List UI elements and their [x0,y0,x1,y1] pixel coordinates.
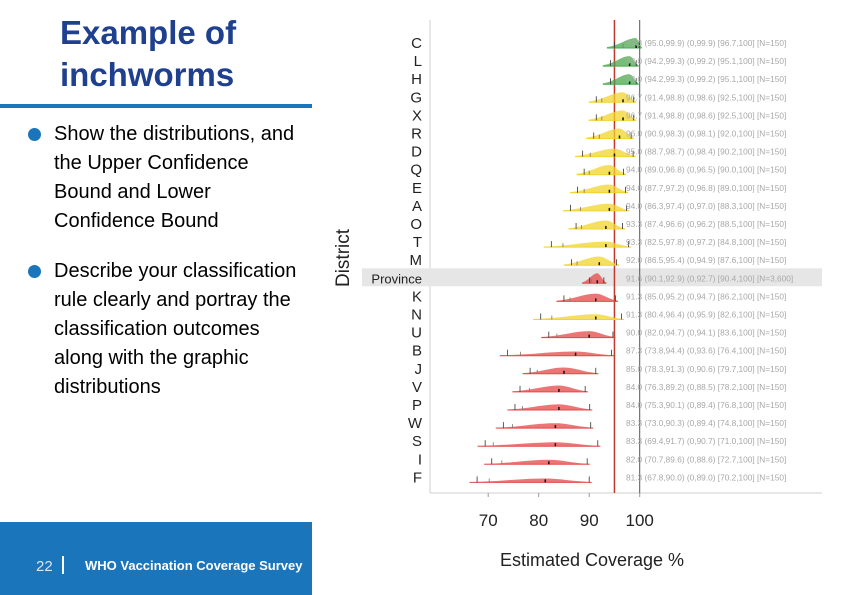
x-tick-label: 100 [626,511,654,530]
bullet-text: Show the distributions, and the Upper Co… [54,123,295,232]
row-estimate-text: 96.7 (91.4,98.8) (0,98.6) [92.5,100] [N=… [626,110,786,120]
district-label: Q [410,162,422,179]
inchworm-distribution [606,38,642,48]
district-label: B [412,343,422,360]
bullet-item: Show the distributions, and the Upper Co… [28,120,310,236]
row-estimate-text: 91.3 (85.0,95.2) (0,94.7) [86.2,100] [N=… [626,291,786,301]
inchworm-distribution [563,256,619,266]
inchworm-distribution [522,367,599,374]
row-estimate-text: 95.0 (88.7,98.7) (0,98.4) [90.2,100] [N=… [626,147,786,157]
x-tick-label: 80 [529,511,548,530]
footer-bar: 22 WHO Vaccination Coverage Survey [0,522,312,595]
row-estimate-text: 96.7 (91.4,98.8) (0,98.6) [92.5,100] [N=… [626,92,786,102]
row-estimate-text: 93.3 (82.5,97.8) (0,97.2) [84.8,100] [N=… [626,237,786,247]
district-label: D [411,144,422,161]
district-label: L [414,53,422,70]
district-label: H [411,71,422,88]
district-label: Province [371,271,422,286]
district-label: O [410,216,422,233]
row-estimate-text: 91.6 (90.1,92.9) (0,92.7) [90.4,100] [N=… [626,273,793,283]
inchworm-distribution [570,184,629,193]
inchworm-distribution [507,404,593,410]
slide-title: Example of inchworms [60,14,237,93]
inchworm-distribution [512,385,588,392]
row-estimate-text: 90.0 (82.0,94.7) (0,94.1) [83.6,100] [N=… [626,328,786,338]
district-label: K [412,288,422,305]
row-estimate-text: 99.3 (95.0,99.9) (0,99.9) [96.7,100] [N=… [626,38,786,48]
inchworm-distribution [484,459,590,465]
district-label: G [410,89,422,106]
district-label: T [413,234,422,251]
row-estimate-text: 94.0 (89.0,96.8) (0,96.5) [90.0,100] [N=… [626,165,786,175]
row-estimate-text: 98.0 (94.2,99.3) (0,99.2) [95.1,100] [N=… [626,56,786,66]
slide-number: 22 [36,558,53,575]
bullet-item: Describe your classification rule clearl… [28,257,310,402]
district-label: R [411,126,422,143]
district-label: C [411,35,422,52]
district-label: W [408,415,423,432]
x-tick-label: 90 [580,511,599,530]
row-estimate-text: 98.0 (94.2,99.3) (0,99.2) [95.1,100] [N=… [626,74,786,84]
x-tick-label: 70 [479,511,498,530]
row-estimate-text: 96.0 (90.9,98.3) (0,98.1) [92.0,100] [N=… [626,129,786,139]
row-estimate-text: 87.3 (73.8,94.4) (0,93.6) [76.4,100] [N=… [626,346,786,356]
footer-separator [62,556,64,574]
row-estimate-text: 94.0 (87.7,97.2) (0,96.8) [89.0,100] [N=… [626,183,786,193]
inchworm-distribution [586,128,634,139]
district-label: A [412,198,422,215]
inchworm-distribution [568,220,626,229]
row-estimate-text: 81.3 (67.8,90.0) (0,89.0) [70.2,100] [N=… [626,472,786,482]
title-divider [0,104,312,108]
inchworm-distribution [469,478,592,483]
district-label: F [413,469,422,486]
bullet-dot-icon [28,128,41,141]
row-estimate-text: 83.3 (73.0,90.3) (0,89.4) [74.8,100] [N=… [626,418,786,428]
district-label: X [412,107,422,124]
district-label: S [412,433,422,450]
inchworm-distribution [562,203,630,211]
inchworm-distribution [588,110,637,121]
inchworm-distribution [582,273,607,284]
bullet-dot-icon [28,265,41,278]
district-label: J [415,361,423,378]
district-label: U [411,325,422,342]
inchworm-distribution [499,351,614,356]
inchworm-distribution [477,442,601,447]
row-estimate-text: 94.0 (86.3,97.4) (0,97.0) [88.3,100] [N=… [626,201,786,211]
inchworm-distribution [588,92,637,103]
inchworm-distribution [541,331,616,338]
y-axis-label: District [333,228,354,287]
row-estimate-text: 84.0 (75.3,90.1) (0,89.4) [76.8,100] [N=… [626,400,786,410]
footer-title: WHO Vaccination Coverage Survey [85,558,303,573]
row-estimate-text: 91.3 (80.4,96.4) (0,95.9) [82.6,100] [N=… [626,310,786,320]
row-estimate-text: 85.0 (78.3,91.3) (0,90.6) [79.7,100] [N=… [626,364,786,374]
district-label: P [412,397,422,414]
inchworm-distribution [533,314,624,320]
district-label: E [412,180,422,197]
row-estimate-text: 92.0 (86.5,95.4) (0,94.9) [87.6,100] [N=… [626,255,786,265]
inchworm-distribution [543,241,632,248]
district-label: M [410,252,423,269]
x-axis-label: Estimated Coverage % [500,550,684,570]
bullet-list: Show the distributions, and the Upper Co… [28,120,310,423]
inchworm-chart: C 99.3 (95.0,99.9) (0,99.9) [96.7,100] [N… [333,20,822,570]
row-estimate-text: 84.0 (76.3,89.2) (0,88.5) [78.2,100] [N=… [626,382,786,392]
row-estimate-text: 82.0 (70.7,89.6) (0,88.6) [72.7,100] [N=… [626,454,786,464]
row-estimate-text: 93.3 (87.4,96.6) (0,96.2) [88.5,100] [N=… [626,219,786,229]
district-label: I [418,451,422,468]
row-estimate-text: 83.3 (69.4,91.7) (0,90.7) [71.0,100] [N=… [626,436,786,446]
district-label: V [412,379,422,396]
bullet-text: Describe your classification rule clearl… [54,260,297,398]
inchworm-distribution [556,293,618,302]
district-label: N [411,307,422,324]
inchworm-distribution [495,423,594,429]
